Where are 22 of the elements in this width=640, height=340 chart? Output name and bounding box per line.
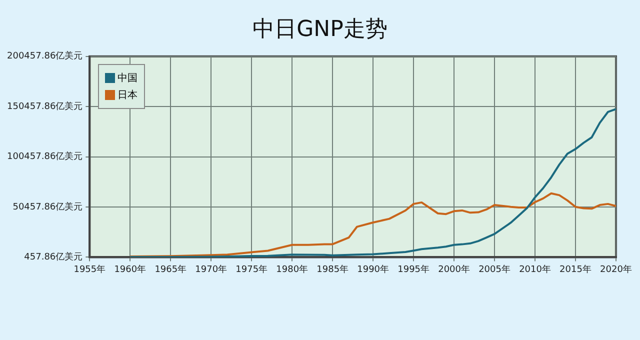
legend-label: 日本 — [118, 88, 138, 102]
x-tick-label: 2005年 — [478, 264, 510, 275]
x-tick-label: 2015年 — [560, 264, 592, 275]
x-tick-label: 1955年 — [74, 264, 106, 275]
x-tick-label: 1980年 — [276, 264, 308, 275]
x-tick-label: 1995年 — [398, 264, 430, 275]
x-tick-label: 2010年 — [519, 264, 551, 275]
x-tick-label: 2020年 — [600, 264, 632, 275]
y-tick-label: 457.86亿美元 — [24, 252, 83, 263]
chart-title: 中日GNP走势 — [252, 16, 388, 44]
x-tick-label: 1975年 — [236, 264, 268, 275]
x-tick-label: 1990年 — [357, 264, 390, 275]
x-tick-label: 2000年 — [438, 264, 470, 275]
x-tick-label: 1985年 — [316, 264, 349, 275]
x-tick-label: 1970年 — [195, 264, 228, 275]
x-tick-label: 1965年 — [154, 264, 187, 275]
x-tick-label: 1960年 — [114, 264, 146, 275]
y-tick-label: 150457.86亿美元 — [7, 100, 83, 112]
y-tick-label: 50457.86亿美元 — [12, 201, 83, 212]
y-tick-label: 200457.86亿美元 — [7, 50, 83, 62]
legend-label: 中国 — [118, 72, 138, 86]
y-tick-label: 100457.86亿美元 — [7, 151, 83, 162]
